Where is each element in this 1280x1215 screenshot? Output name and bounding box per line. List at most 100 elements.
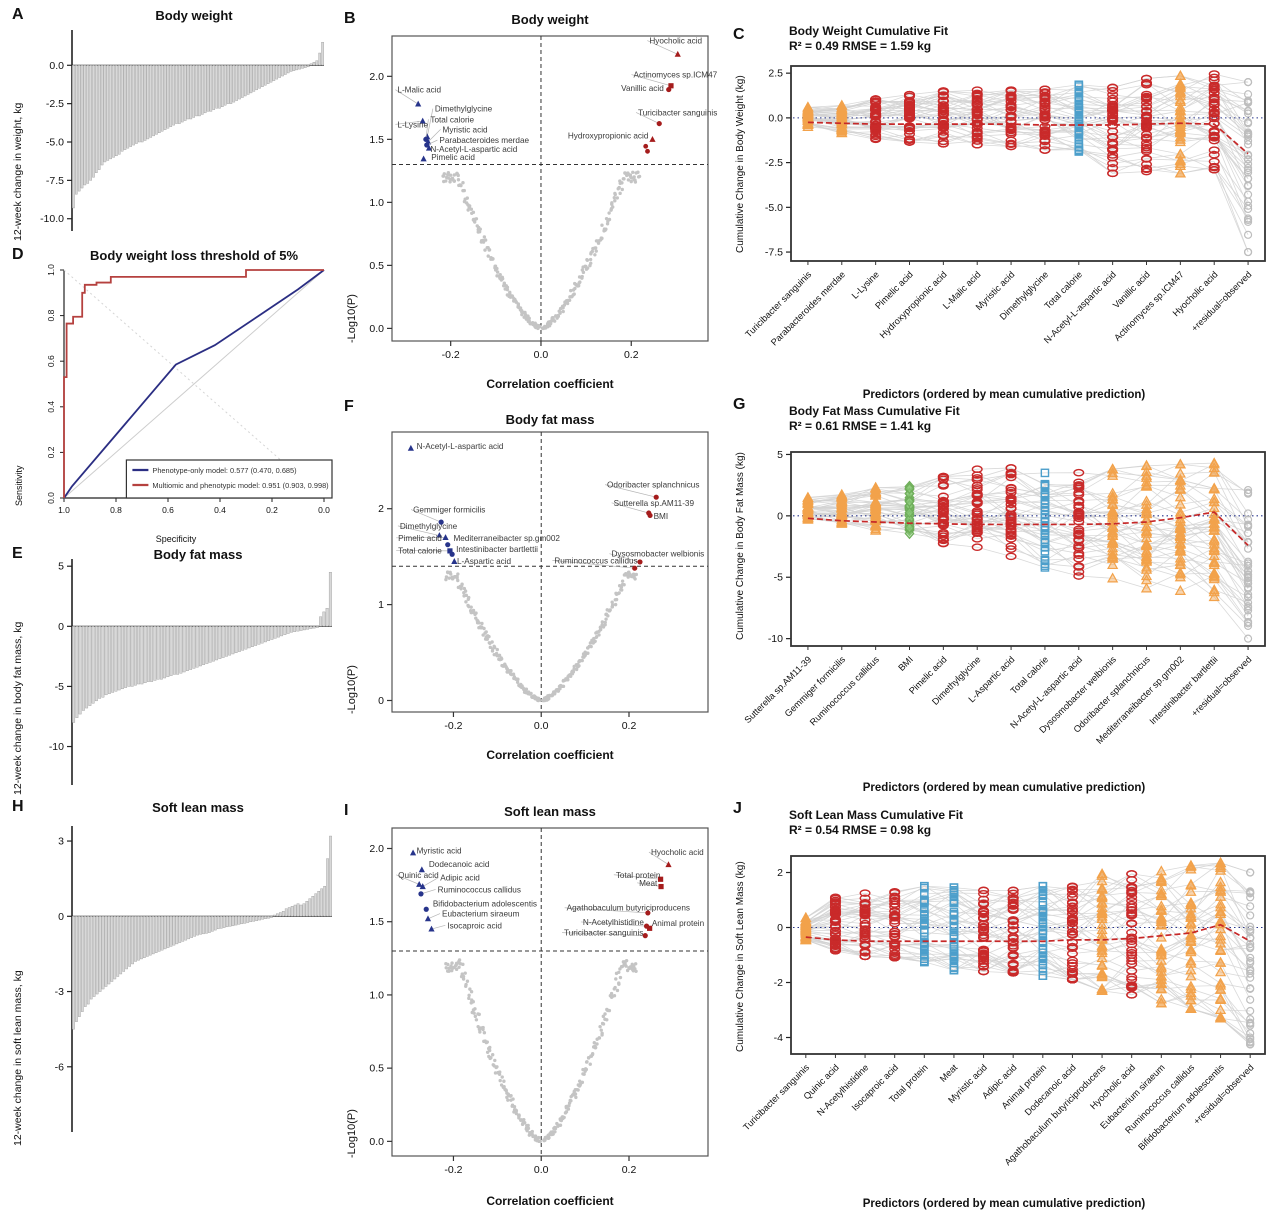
svg-text:5: 5	[777, 449, 783, 461]
svg-text:0.5: 0.5	[369, 260, 384, 272]
svg-text:-10: -10	[768, 633, 783, 645]
waterfall-bars	[72, 572, 332, 723]
panel-c-body-weight-cumulative-fit: C Body Weight Cumulative Fit R² = 0.49 R…	[733, 18, 1275, 403]
waterfall-bars	[72, 835, 332, 1030]
prediction-markers	[802, 70, 1253, 257]
svg-text:BMI: BMI	[654, 512, 669, 521]
svg-text:2: 2	[777, 867, 783, 879]
volcano-plot: -0.2 0.0 0.2 0 1 2 N-Acetyl-L-aspartic acid Gem…	[378, 431, 709, 732]
svg-text:0: 0	[777, 922, 783, 934]
svg-text:BMI: BMI	[896, 654, 915, 673]
svg-text:-10: -10	[49, 741, 64, 753]
svg-text:2: 2	[378, 503, 384, 515]
panel-letter-c: C	[733, 26, 745, 43]
svg-text:0: 0	[777, 510, 783, 522]
roc-plot: 1.0 0.8 0.6 0.4 0.2 0.0 0.0 0.2 0.4 0.6 0.8 1.0 Phen…	[46, 264, 333, 515]
labeled-points: N-Acetyl-L-aspartic acid Gemmiger formici…	[396, 442, 704, 571]
cumulative-plot: 2.5 0.0 -2.5 -5.0 -7.5 Turicibacter sanguinis…	[743, 65, 1266, 348]
svg-text:-6: -6	[55, 1061, 64, 1073]
panel-h-title: Soft lean mass	[152, 800, 244, 815]
prediction-markers	[802, 457, 1253, 643]
svg-text:1.5: 1.5	[369, 134, 384, 146]
background-points	[441, 170, 642, 331]
svg-text:2.5: 2.5	[768, 68, 783, 80]
svg-text:2.0: 2.0	[369, 843, 384, 855]
svg-text:5: 5	[58, 561, 64, 573]
svg-text:Hydroxypropionic acid: Hydroxypropionic acid	[878, 269, 949, 340]
svg-text:-2.5: -2.5	[46, 98, 64, 110]
panel-c-y-axis-label: Cumulative Change in Body Weight (kg)	[735, 75, 746, 253]
volcano-chart-body-weight: -0.2 0.0 0.2 0.0 0.5 1.0 1.5 2.0 L-Malic acid Dim…	[369, 35, 718, 361]
panel-c-x-axis-label: Predictors (ordered by mean cumulative p…	[862, 389, 1146, 401]
svg-text:0.2: 0.2	[266, 505, 278, 515]
panel-b-body-weight-volcano: B Body weight -Log10(P) Correlation coef…	[344, 10, 720, 395]
svg-text:Multiomic and phenotypic model: Multiomic and phenotypic model: 0.951 (0…	[152, 481, 328, 490]
panel-g-body-fat-cumulative-fit: G Body Fat Mass Cumulative Fit R² = 0.61…	[733, 396, 1275, 796]
svg-text:Dysosmobacter welbionis: Dysosmobacter welbionis	[611, 550, 704, 559]
svg-text:Turicibacter sanguinis: Turicibacter sanguinis	[564, 929, 643, 938]
svg-text:Eubacterium siraeum: Eubacterium siraeum	[442, 910, 520, 919]
svg-text:0.6: 0.6	[162, 505, 174, 515]
svg-text:1: 1	[378, 599, 384, 611]
svg-text:Mediterraneibacter sp.gm002: Mediterraneibacter sp.gm002	[453, 534, 560, 543]
panel-j-y-axis-label: Cumulative Change in Soft Lean Mass (kg)	[735, 861, 746, 1052]
panel-f-title: Body fat mass	[505, 412, 595, 427]
svg-text:-5: -5	[55, 681, 64, 693]
svg-text:-0.2: -0.2	[442, 349, 460, 361]
svg-text:L-Aspartic acid: L-Aspartic acid	[457, 557, 512, 566]
panel-letter-h: H	[12, 798, 24, 815]
svg-text:Turicibacter sanguinis: Turicibacter sanguinis	[743, 269, 813, 339]
svg-text:3: 3	[58, 836, 64, 848]
panel-d-title: Body weight loss threshold of 5%	[89, 248, 299, 263]
svg-text:-5: -5	[774, 572, 783, 584]
panel-j-title: Soft Lean Mass Cumulative Fit R² = 0.54 …	[789, 808, 963, 838]
svg-text:0.0: 0.0	[318, 505, 330, 515]
panel-g-subtitle: R² = 0.61 RMSE = 1.41 kg	[789, 419, 932, 433]
svg-text:Parabacteroides merdae: Parabacteroides merdae	[439, 136, 529, 145]
svg-text:Hyocholic acid: Hyocholic acid	[651, 848, 704, 857]
svg-text:-5.0: -5.0	[765, 202, 783, 214]
svg-text:-5.0: -5.0	[46, 137, 64, 149]
subject-lines	[805, 862, 1251, 1045]
svg-text:Actinomyces sp.ICM47: Actinomyces sp.ICM47	[634, 71, 718, 80]
panel-f-body-fat-volcano: F Body fat mass -Log10(P) Correlation co…	[344, 398, 720, 766]
svg-text:Vanillic acid: Vanillic acid	[621, 84, 664, 93]
panel-letter-j: J	[733, 800, 742, 817]
svg-text:0.0: 0.0	[534, 720, 549, 732]
svg-text:Gemmiger formicilis: Gemmiger formicilis	[413, 506, 485, 515]
svg-text:0.0: 0.0	[534, 1164, 549, 1176]
svg-text:N-Acetylhistidine: N-Acetylhistidine	[583, 918, 644, 927]
panel-e-title: Body fat mass	[153, 547, 243, 562]
panel-j-soft-lean-cumulative-fit: J Soft Lean Mass Cumulative Fit R² = 0.5…	[733, 800, 1275, 1212]
svg-text:Turicibacter sanguinis: Turicibacter sanguinis	[638, 108, 717, 117]
svg-text:Gemmiger formicilis: Gemmiger formicilis	[783, 654, 848, 719]
panel-g-y-axis-label: Cumulative Change in Body Fat Mass (kg)	[735, 452, 746, 640]
svg-text:0: 0	[378, 695, 384, 707]
panel-d-y-axis-label: Sensitivity	[14, 465, 24, 506]
waterfall-chart-body-fat-mass: 5 0 -5 -10	[49, 559, 332, 785]
subject-lines	[807, 73, 1249, 253]
panel-letter-e: E	[12, 545, 23, 562]
svg-text:0.2: 0.2	[622, 720, 637, 732]
waterfall-plot: 3 0 -3 -6	[55, 826, 332, 1132]
svg-text:-4: -4	[774, 1032, 783, 1044]
panel-f-y-axis-label: -Log10(P)	[346, 665, 358, 714]
svg-text:0.0: 0.0	[534, 349, 549, 361]
background-points	[444, 570, 639, 703]
svg-text:0.2: 0.2	[624, 349, 639, 361]
panel-c-title-text: Body Weight Cumulative Fit	[789, 24, 949, 38]
svg-text:Meat: Meat	[938, 1062, 960, 1084]
panel-g-x-axis-label: Predictors (ordered by mean cumulative p…	[862, 782, 1146, 794]
svg-text:Hyocholic acid: Hyocholic acid	[649, 37, 702, 46]
svg-text:L-Lysine: L-Lysine	[397, 120, 428, 129]
svg-text:1.0: 1.0	[58, 505, 70, 515]
svg-text:-3: -3	[55, 986, 64, 998]
svg-text:0.0: 0.0	[369, 323, 384, 335]
svg-text:Isocaproic acid: Isocaproic acid	[447, 921, 502, 930]
svg-text:-10.0: -10.0	[40, 213, 64, 225]
svg-text:-0.2: -0.2	[444, 720, 462, 732]
mean-prediction-line	[807, 511, 1249, 546]
svg-text:Intestinibacter bartlettii: Intestinibacter bartlettii	[456, 545, 538, 554]
